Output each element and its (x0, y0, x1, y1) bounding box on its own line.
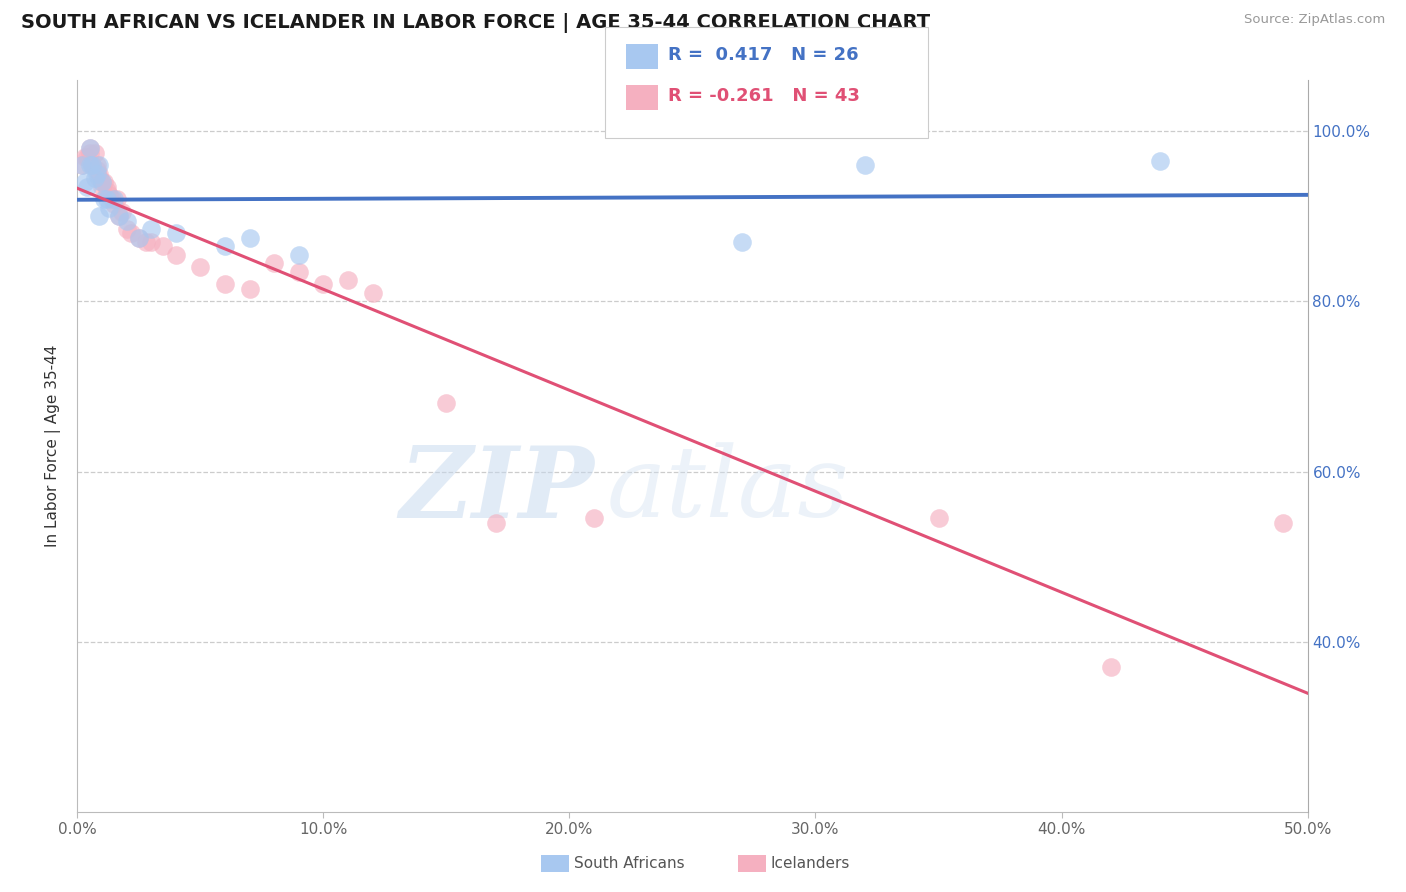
Point (128, 230, 150, 244)
Point (76, 150, 98, 164)
Point (89, 171, 111, 186)
Text: R =  0.417   N = 26: R = 0.417 N = 26 (668, 46, 859, 64)
Point (436, 396, 458, 410)
Point (115, 222, 138, 236)
Point (361, 285, 384, 300)
Text: ZIP: ZIP (399, 442, 595, 538)
Point (312, 277, 335, 292)
Point (1099, 660, 1122, 674)
Point (73, 175, 96, 189)
Point (70, 158, 93, 172)
Y-axis label: In Labor Force | Age 35-44: In Labor Force | Age 35-44 (45, 345, 62, 547)
Point (96, 184, 118, 198)
Point (165, 227, 187, 241)
Point (239, 282, 262, 296)
Point (79, 145, 101, 160)
Point (853, 158, 876, 172)
Point (165, 247, 187, 261)
Point (79, 141, 101, 155)
Point (96, 179, 118, 194)
Point (1149, 154, 1171, 169)
Point (90, 175, 114, 189)
Point (98, 201, 121, 215)
Point (108, 210, 131, 224)
Point (93, 175, 115, 189)
Point (731, 235, 754, 249)
Point (288, 265, 311, 279)
Point (83, 145, 105, 160)
Point (83, 171, 105, 186)
Point (214, 277, 236, 292)
Point (190, 260, 212, 275)
Point (928, 511, 950, 525)
Point (337, 273, 360, 287)
Point (82, 158, 104, 172)
Point (103, 192, 125, 206)
Point (86, 167, 108, 181)
Text: R = -0.261   N = 43: R = -0.261 N = 43 (668, 87, 859, 105)
Text: Icelanders: Icelanders (770, 856, 849, 871)
Point (98, 188, 121, 202)
Point (79, 141, 101, 155)
Point (141, 235, 163, 249)
Point (89, 210, 111, 224)
Point (108, 210, 131, 224)
Point (70, 158, 93, 172)
Point (90, 179, 114, 194)
Point (135, 235, 157, 249)
Point (79, 158, 101, 172)
Point (105, 192, 128, 206)
Text: Source: ZipAtlas.com: Source: ZipAtlas.com (1244, 13, 1385, 27)
Point (90, 175, 114, 189)
Point (128, 230, 150, 244)
Point (583, 511, 606, 525)
Point (263, 256, 285, 270)
Point (73, 150, 96, 164)
Point (96, 192, 118, 206)
Point (93, 192, 115, 206)
Point (239, 230, 262, 244)
Point (1272, 516, 1295, 530)
Point (86, 162, 108, 177)
Point (89, 167, 111, 181)
Point (121, 227, 143, 241)
Point (111, 205, 132, 219)
Point (82, 158, 104, 172)
Point (141, 222, 163, 236)
Point (214, 239, 236, 253)
Point (485, 516, 508, 530)
Text: atlas: atlas (606, 442, 849, 538)
Point (101, 192, 124, 206)
Text: South Africans: South Africans (574, 856, 685, 871)
Point (288, 247, 311, 261)
Text: SOUTH AFRICAN VS ICELANDER IN LABOR FORCE | AGE 35-44 CORRELATION CHART: SOUTH AFRICAN VS ICELANDER IN LABOR FORC… (21, 13, 931, 33)
Point (152, 239, 174, 253)
Point (86, 158, 108, 172)
Point (115, 213, 138, 227)
Point (76, 179, 98, 194)
Point (103, 196, 125, 211)
Point (89, 158, 111, 172)
